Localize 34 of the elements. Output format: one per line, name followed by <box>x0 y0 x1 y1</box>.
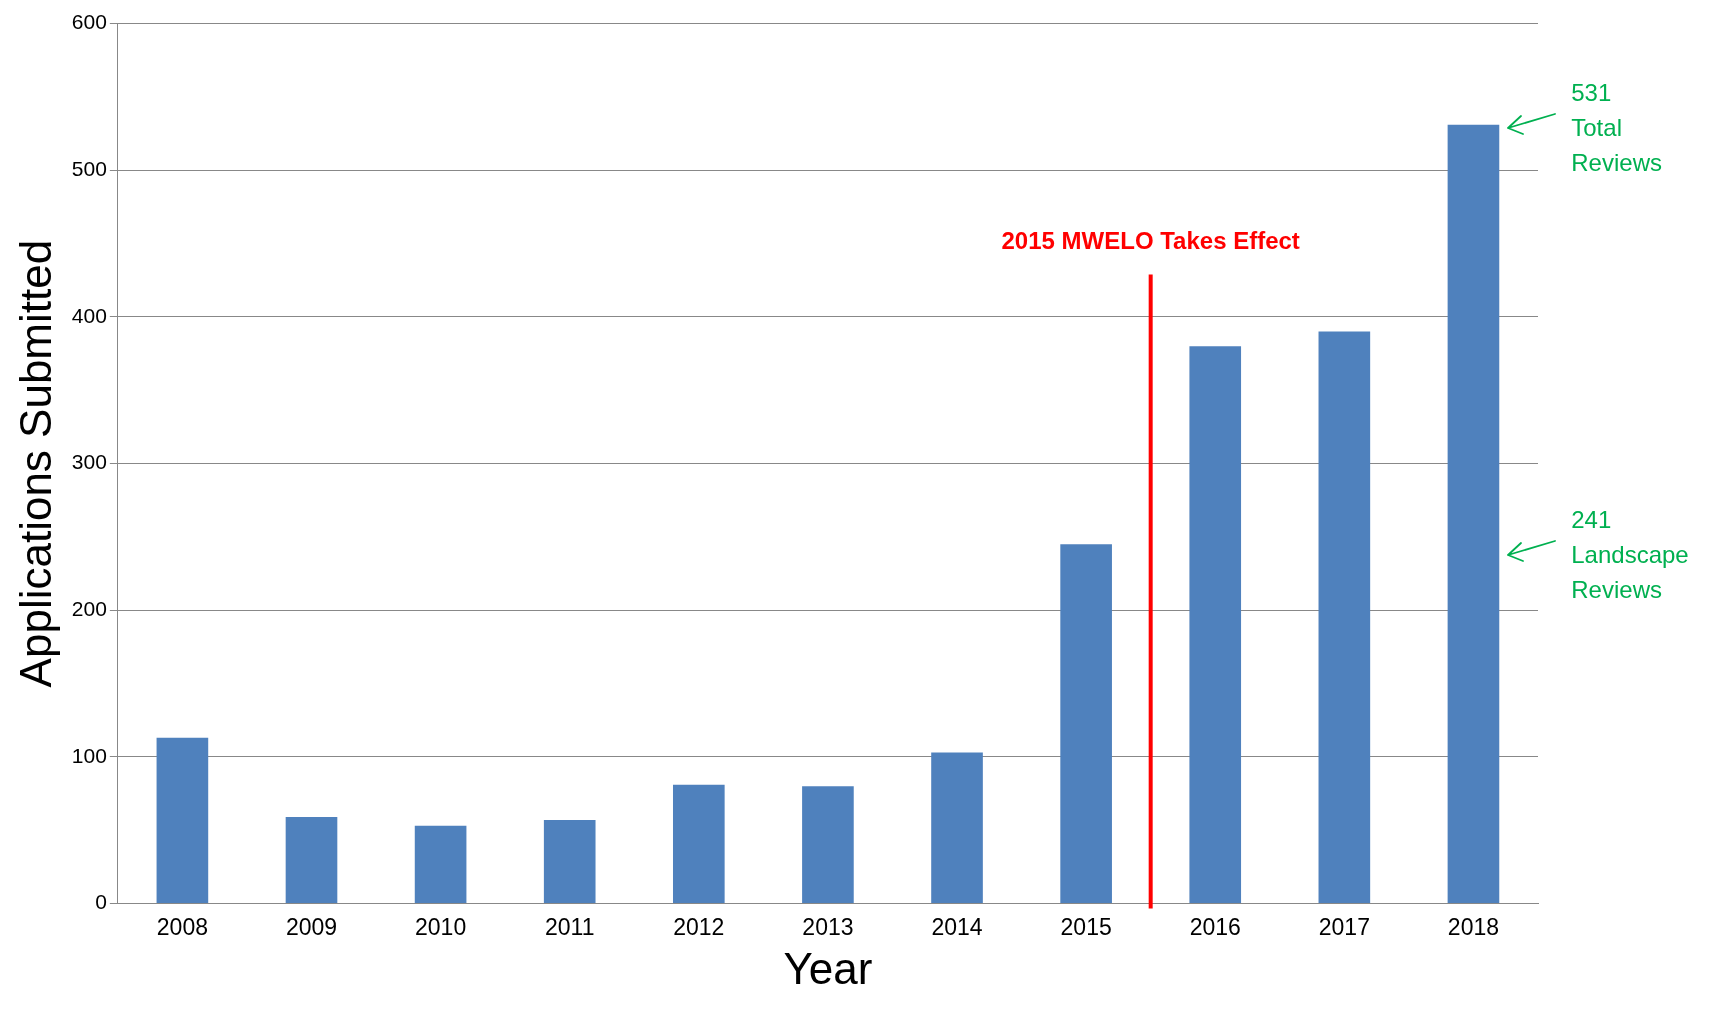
x-tick-label: 2017 <box>1318 913 1370 940</box>
x-tick-label: 2009 <box>285 913 338 940</box>
bar <box>285 817 338 904</box>
annotation: 2015 MWELO Takes Effect <box>1001 227 1300 255</box>
x-tick-label: 2010 <box>415 913 467 940</box>
y-tick-label: 600 <box>71 10 107 34</box>
y-tick-label: 400 <box>71 303 107 327</box>
x-tick-label: 2015 <box>1060 913 1112 940</box>
x-tick-label: 2012 <box>673 913 725 940</box>
bar <box>156 737 209 904</box>
y-tick-label: 300 <box>71 450 107 474</box>
bar <box>672 784 725 904</box>
text: 241 Landscape Reviews <box>1571 506 1689 604</box>
bar <box>1189 346 1242 904</box>
bar <box>931 752 983 904</box>
x-axis-title: Year <box>783 943 873 993</box>
bar <box>1318 331 1371 904</box>
y-axis-title: Applications Submitted <box>10 239 60 688</box>
x-tick-label: 2014 <box>931 913 983 940</box>
bar <box>414 825 467 904</box>
x-tick-label: 2011 <box>544 913 595 940</box>
x-tick-label: 2018 <box>1447 913 1500 940</box>
x-tick-label: 2013 <box>802 913 854 940</box>
y-tick-label: 500 <box>71 157 107 181</box>
bar <box>802 786 854 904</box>
y-tick-label: 0 <box>95 890 107 914</box>
y-tick-label: 200 <box>71 597 107 621</box>
bar <box>1060 544 1112 904</box>
x-tick-label: 2008 <box>156 913 208 940</box>
bar <box>1447 124 1500 904</box>
x-tick-label: 2016 <box>1189 913 1241 940</box>
y-tick-label: 100 <box>71 743 107 767</box>
bar <box>543 820 596 904</box>
text: 531 Total Reviews <box>1571 79 1662 177</box>
